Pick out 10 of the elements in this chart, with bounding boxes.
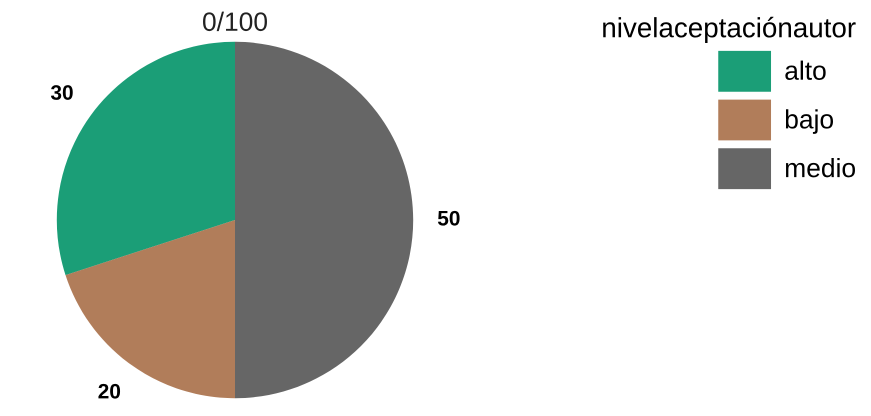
legend-label: alto — [785, 60, 826, 80]
legend-title: nivelaceptaciónautor — [603, 16, 856, 44]
pie-slice — [235, 42, 414, 398]
text: 0/100 — [203, 12, 267, 32]
legend-label: medio — [786, 158, 855, 178]
pie-slice — [66, 220, 235, 398]
legend-label: bajo — [786, 109, 834, 134]
data-label: 30 — [50, 85, 73, 100]
data-label: 20 — [98, 384, 120, 399]
data-label: 50 — [438, 210, 460, 226]
